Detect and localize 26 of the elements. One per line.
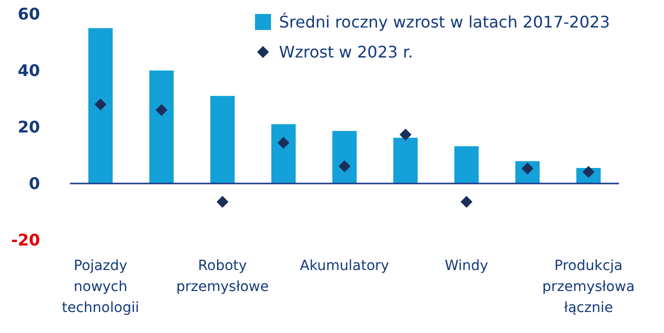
- point: [216, 196, 228, 208]
- bar: [454, 146, 479, 184]
- bar: [149, 70, 174, 184]
- bar: [393, 138, 418, 184]
- legend-label: Wzrost w 2023 r.: [279, 42, 414, 62]
- point: [460, 196, 472, 208]
- bar: [210, 96, 235, 184]
- point: [400, 128, 412, 141]
- bar: [88, 28, 113, 184]
- bar: [271, 124, 296, 184]
- x-tick-label: Akumulatory: [300, 258, 390, 274]
- x-tick-label: Roboty przemysłowe: [176, 258, 269, 295]
- x-tick-label: Pojazdy nowych technologii: [62, 258, 140, 316]
- y-tick-label: 60: [18, 4, 40, 24]
- y-tick-label: 0: [28, 174, 40, 194]
- y-tick-label: -20: [11, 230, 40, 250]
- bar: [332, 130, 357, 184]
- point: [156, 104, 168, 116]
- y-tick-label: 40: [18, 61, 40, 80]
- point: [338, 160, 350, 172]
- legend-label: Średni roczny wzrost w latach 2017-2023: [279, 12, 610, 32]
- x-tick-label: Windy: [444, 258, 488, 274]
- x-tick-label: Produkcja przemysłowa łącznie: [542, 258, 635, 316]
- y-tick-label: 20: [18, 118, 40, 137]
- point: [94, 98, 106, 110]
- point: [278, 136, 290, 149]
